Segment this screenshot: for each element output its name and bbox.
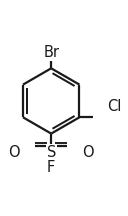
Text: O: O [83, 145, 94, 160]
Text: S: S [46, 145, 56, 160]
Text: Br: Br [43, 45, 59, 60]
Text: F: F [47, 160, 55, 175]
Text: O: O [8, 145, 20, 160]
Text: Cl: Cl [107, 99, 121, 114]
